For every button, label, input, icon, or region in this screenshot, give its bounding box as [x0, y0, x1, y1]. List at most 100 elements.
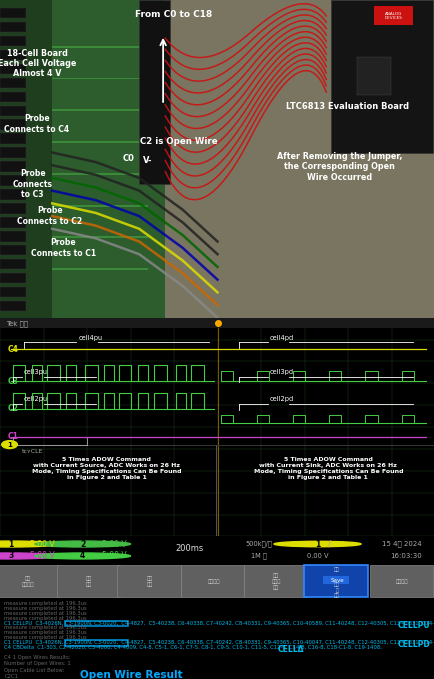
Text: 保存
屏幕图像: 保存 屏幕图像 — [22, 576, 34, 587]
Text: 4: 4 — [80, 551, 85, 560]
Bar — [0, 301, 26, 312]
Bar — [0, 105, 26, 115]
Text: 1: 1 — [8, 540, 13, 549]
Text: C2 is Open Wire: C2 is Open Wire — [139, 137, 217, 146]
Text: 分配: 分配 — [333, 568, 339, 572]
Bar — [0, 7, 26, 18]
Bar — [0, 0, 52, 318]
Bar — [52, 45, 148, 48]
Bar — [0, 0, 165, 318]
Text: ANALOG
DEVICES: ANALOG DEVICES — [384, 12, 402, 20]
Bar — [0, 147, 26, 158]
Text: C1 CELLPU  C3-4026N, C3-1900N, C3-0020,  C4-4827,  C5-40238, C6-40338, C7-40242,: C1 CELLPU C3-4026N, C3-1900N, C3-0020, C… — [4, 640, 434, 645]
Bar — [0, 204, 26, 213]
Bar — [0, 259, 26, 270]
Text: C1 CELLPU  C3-4026N, C3-1900N, C3-0020,  C4-4827,  C5-40238, C6-40338, C7-40242,: C1 CELLPU C3-4026N, C3-1900N, C3-0020, C… — [4, 621, 434, 625]
Text: cell4pu: cell4pu — [78, 335, 102, 340]
FancyBboxPatch shape — [304, 566, 367, 597]
Text: LTC6813 Evaluation Board: LTC6813 Evaluation Board — [286, 102, 409, 111]
Bar — [0, 232, 26, 242]
Text: cell4pd: cell4pd — [269, 335, 293, 340]
Text: cell3pu: cell3pu — [24, 369, 48, 375]
Text: C4 CBDelta  C1-303, C2-42020, C3-4000, C4-4009, C4-8, C5-1, C6-1, C7-5, C8-1, C9: C4 CBDelta C1-303, C2-42020, C3-4000, C4… — [4, 644, 381, 650]
Bar — [0, 162, 26, 172]
Text: 5 Times ADOW Command
with Current Source, ADC Works on 26 Hz
Mode, Timing Specif: 5 Times ADOW Command with Current Source… — [32, 458, 181, 480]
Bar — [0, 35, 26, 45]
Circle shape — [35, 541, 130, 547]
Text: Probe
Connects to C2: Probe Connects to C2 — [17, 206, 82, 226]
Bar — [0, 273, 26, 283]
Text: Open Cable List Below:: Open Cable List Below: — [4, 667, 65, 673]
Bar — [52, 141, 148, 143]
Text: 恢复
已有的
设置: 恢复 已有的 设置 — [271, 573, 280, 589]
Text: After Removing the Jumper,
the Corresponding Open
Wire Occurred: After Removing the Jumper, the Correspon… — [276, 152, 401, 182]
Text: C3: C3 — [8, 377, 19, 386]
Circle shape — [2, 441, 17, 449]
Text: tᴄʏCLE: tᴄʏCLE — [22, 449, 43, 454]
Text: measure completed at 196.3us: measure completed at 196.3us — [4, 630, 87, 635]
Text: 5 Times ADOW Command
with Current Sink, ADC Works on 26 Hz
Mode, Timing Specific: 5 Times ADOW Command with Current Sink, … — [253, 458, 402, 480]
Text: measure completed at 196.3us: measure completed at 196.3us — [4, 611, 87, 616]
Text: CELLΔ: CELLΔ — [277, 644, 304, 654]
Text: Open Wire Result: Open Wire Result — [80, 670, 183, 679]
Bar — [356, 57, 391, 95]
Bar — [0, 64, 26, 74]
Text: CELLPU: CELLPU — [397, 621, 430, 629]
Bar — [52, 173, 148, 175]
Bar — [0, 287, 26, 297]
Text: 分配
到
波形: 分配 到 波形 — [333, 582, 339, 598]
Text: measure completed at 196.3us: measure completed at 196.3us — [4, 635, 87, 640]
Bar — [0, 189, 26, 200]
Bar — [0, 77, 26, 88]
Text: 16:03:30: 16:03:30 — [389, 553, 421, 559]
Bar — [0, 217, 26, 227]
Text: C2: C2 — [8, 404, 19, 413]
Text: 500k次/秒: 500k次/秒 — [245, 540, 272, 547]
FancyBboxPatch shape — [243, 566, 306, 597]
Bar — [52, 77, 148, 79]
Bar — [139, 0, 169, 184]
Text: 1: 1 — [314, 540, 319, 549]
FancyBboxPatch shape — [117, 566, 180, 597]
Text: 15 4月 2024: 15 4月 2024 — [381, 540, 421, 547]
Text: 2: 2 — [80, 540, 85, 549]
Text: 储存
设置: 储存 设置 — [147, 576, 153, 587]
Bar — [330, 0, 432, 153]
Bar — [373, 6, 412, 25]
Circle shape — [0, 553, 59, 559]
Text: C2C1: C2C1 — [4, 674, 18, 679]
FancyBboxPatch shape — [56, 566, 119, 597]
FancyBboxPatch shape — [369, 566, 432, 597]
Text: C4: C4 — [8, 345, 19, 354]
Text: 18-Cell Board
Each Cell Voltage
Almost 4 V: 18-Cell Board Each Cell Voltage Almost 4… — [0, 49, 76, 79]
Bar — [0, 50, 26, 60]
Bar — [0, 134, 26, 144]
Text: 3: 3 — [8, 551, 13, 560]
Text: C4 1 Open Wires Results:: C4 1 Open Wires Results: — [4, 655, 71, 660]
FancyBboxPatch shape — [181, 566, 244, 597]
Bar — [0, 92, 26, 102]
Text: 1M 点: 1M 点 — [250, 553, 266, 559]
Text: 5.00 V: 5.00 V — [102, 540, 127, 549]
Text: 5.00 V: 5.00 V — [102, 551, 127, 560]
Text: 0.00 V: 0.00 V — [306, 553, 328, 559]
Text: Probe
Connects to C1: Probe Connects to C1 — [30, 238, 95, 257]
Text: C0: C0 — [122, 154, 134, 164]
Text: Number of Open Wires: 1: Number of Open Wires: 1 — [4, 661, 71, 666]
Bar — [52, 109, 148, 111]
Text: CELLPD: CELLPD — [397, 640, 430, 648]
Text: measure completed at 196.3us: measure completed at 196.3us — [4, 606, 87, 611]
Text: 200ms: 200ms — [175, 544, 203, 553]
Bar — [0, 22, 26, 32]
Bar — [0, 245, 26, 255]
Bar — [0, 175, 26, 185]
Text: cell3pd: cell3pd — [269, 369, 293, 375]
Text: measure completed at 196.3us: measure completed at 196.3us — [4, 602, 87, 606]
Text: 储存
波形: 储存 波形 — [86, 576, 92, 587]
Text: Save: Save — [329, 578, 343, 583]
Bar — [52, 268, 148, 270]
Text: cell2pd: cell2pd — [269, 397, 293, 403]
Circle shape — [273, 541, 360, 547]
Text: Tek 暂止: Tek 暂止 — [7, 320, 29, 327]
Text: /: / — [328, 540, 331, 549]
